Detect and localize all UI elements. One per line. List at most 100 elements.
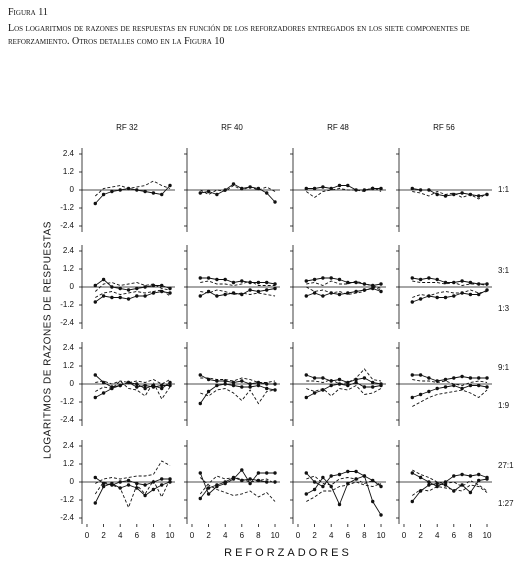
point xyxy=(168,291,172,295)
point xyxy=(485,376,489,380)
point xyxy=(231,380,236,385)
x-tick-label: 2 xyxy=(206,531,211,540)
point xyxy=(135,486,139,490)
point xyxy=(477,194,481,198)
row-label: 1:1 xyxy=(498,185,510,194)
row-label: 3:1 xyxy=(498,266,510,275)
point xyxy=(231,383,236,388)
point xyxy=(312,186,317,191)
point xyxy=(346,380,350,385)
series-line xyxy=(95,278,171,291)
series-line xyxy=(412,385,488,398)
point xyxy=(198,373,202,377)
point xyxy=(418,373,423,377)
point xyxy=(312,480,317,484)
series-line xyxy=(200,289,276,297)
x-tick-label: 6 xyxy=(346,531,351,540)
point xyxy=(468,376,473,380)
point xyxy=(240,379,244,383)
point xyxy=(418,489,423,493)
point xyxy=(418,188,423,192)
point xyxy=(435,481,439,486)
point xyxy=(410,276,414,280)
y-tick-label: 0 xyxy=(70,282,75,291)
y-tick-label: -1.2 xyxy=(60,397,74,406)
series-line xyxy=(200,377,276,383)
point xyxy=(93,283,97,288)
point xyxy=(477,383,481,388)
point xyxy=(110,295,114,300)
point xyxy=(126,297,131,301)
series-line xyxy=(306,286,382,295)
point xyxy=(151,291,156,295)
point xyxy=(240,292,244,297)
y-tick-label: -2.4 xyxy=(60,318,74,327)
point xyxy=(460,386,464,391)
point xyxy=(427,389,431,394)
point xyxy=(215,383,219,388)
point xyxy=(223,188,227,192)
point xyxy=(126,380,131,385)
point xyxy=(118,480,122,484)
series-line xyxy=(95,291,171,303)
point xyxy=(418,277,423,282)
point xyxy=(223,382,227,386)
x-tick-label: 2 xyxy=(101,531,106,540)
point xyxy=(273,480,277,484)
point xyxy=(135,481,139,486)
column-title: RF 40 xyxy=(221,123,243,132)
point xyxy=(329,474,333,478)
row-label: 9:1 xyxy=(498,363,510,372)
point xyxy=(135,385,139,389)
point xyxy=(410,499,414,504)
point xyxy=(231,280,236,285)
series-line xyxy=(199,477,276,499)
point xyxy=(468,292,473,297)
point xyxy=(215,294,219,298)
point xyxy=(118,295,122,300)
point xyxy=(198,294,202,298)
point xyxy=(126,478,131,483)
y-tick-label: -2.4 xyxy=(60,513,74,522)
point xyxy=(443,483,448,487)
y-tick-label: -2.4 xyxy=(60,221,74,230)
x-tick-label: 10 xyxy=(377,531,386,540)
point xyxy=(443,295,448,300)
y-tick-label: 2.4 xyxy=(63,343,75,352)
point xyxy=(337,277,342,282)
point xyxy=(160,192,164,197)
point xyxy=(240,385,244,389)
point xyxy=(198,401,202,406)
point xyxy=(304,373,308,377)
point xyxy=(443,194,448,198)
series-line xyxy=(412,188,488,197)
caption-block: Figura 11 Los logaritmos de razones de r… xyxy=(8,6,520,51)
point xyxy=(248,477,252,481)
point xyxy=(110,285,114,289)
point xyxy=(135,294,139,298)
point xyxy=(477,292,481,297)
row-label: 1:9 xyxy=(498,401,510,410)
point xyxy=(231,182,236,186)
point xyxy=(160,283,164,288)
point xyxy=(304,186,308,191)
point xyxy=(256,280,261,285)
series-line xyxy=(306,475,382,516)
point xyxy=(215,192,219,197)
point xyxy=(410,395,414,400)
point xyxy=(371,385,375,389)
point xyxy=(206,492,211,496)
point xyxy=(477,478,481,483)
point xyxy=(101,391,106,395)
point xyxy=(168,286,172,291)
point xyxy=(160,383,164,388)
point xyxy=(427,483,431,487)
point xyxy=(435,192,439,197)
point xyxy=(460,191,464,195)
x-tick-label: 10 xyxy=(166,531,175,540)
series-line xyxy=(200,280,276,286)
point xyxy=(427,376,431,380)
x-tick-label: 2 xyxy=(312,531,317,540)
series-line xyxy=(94,374,171,388)
